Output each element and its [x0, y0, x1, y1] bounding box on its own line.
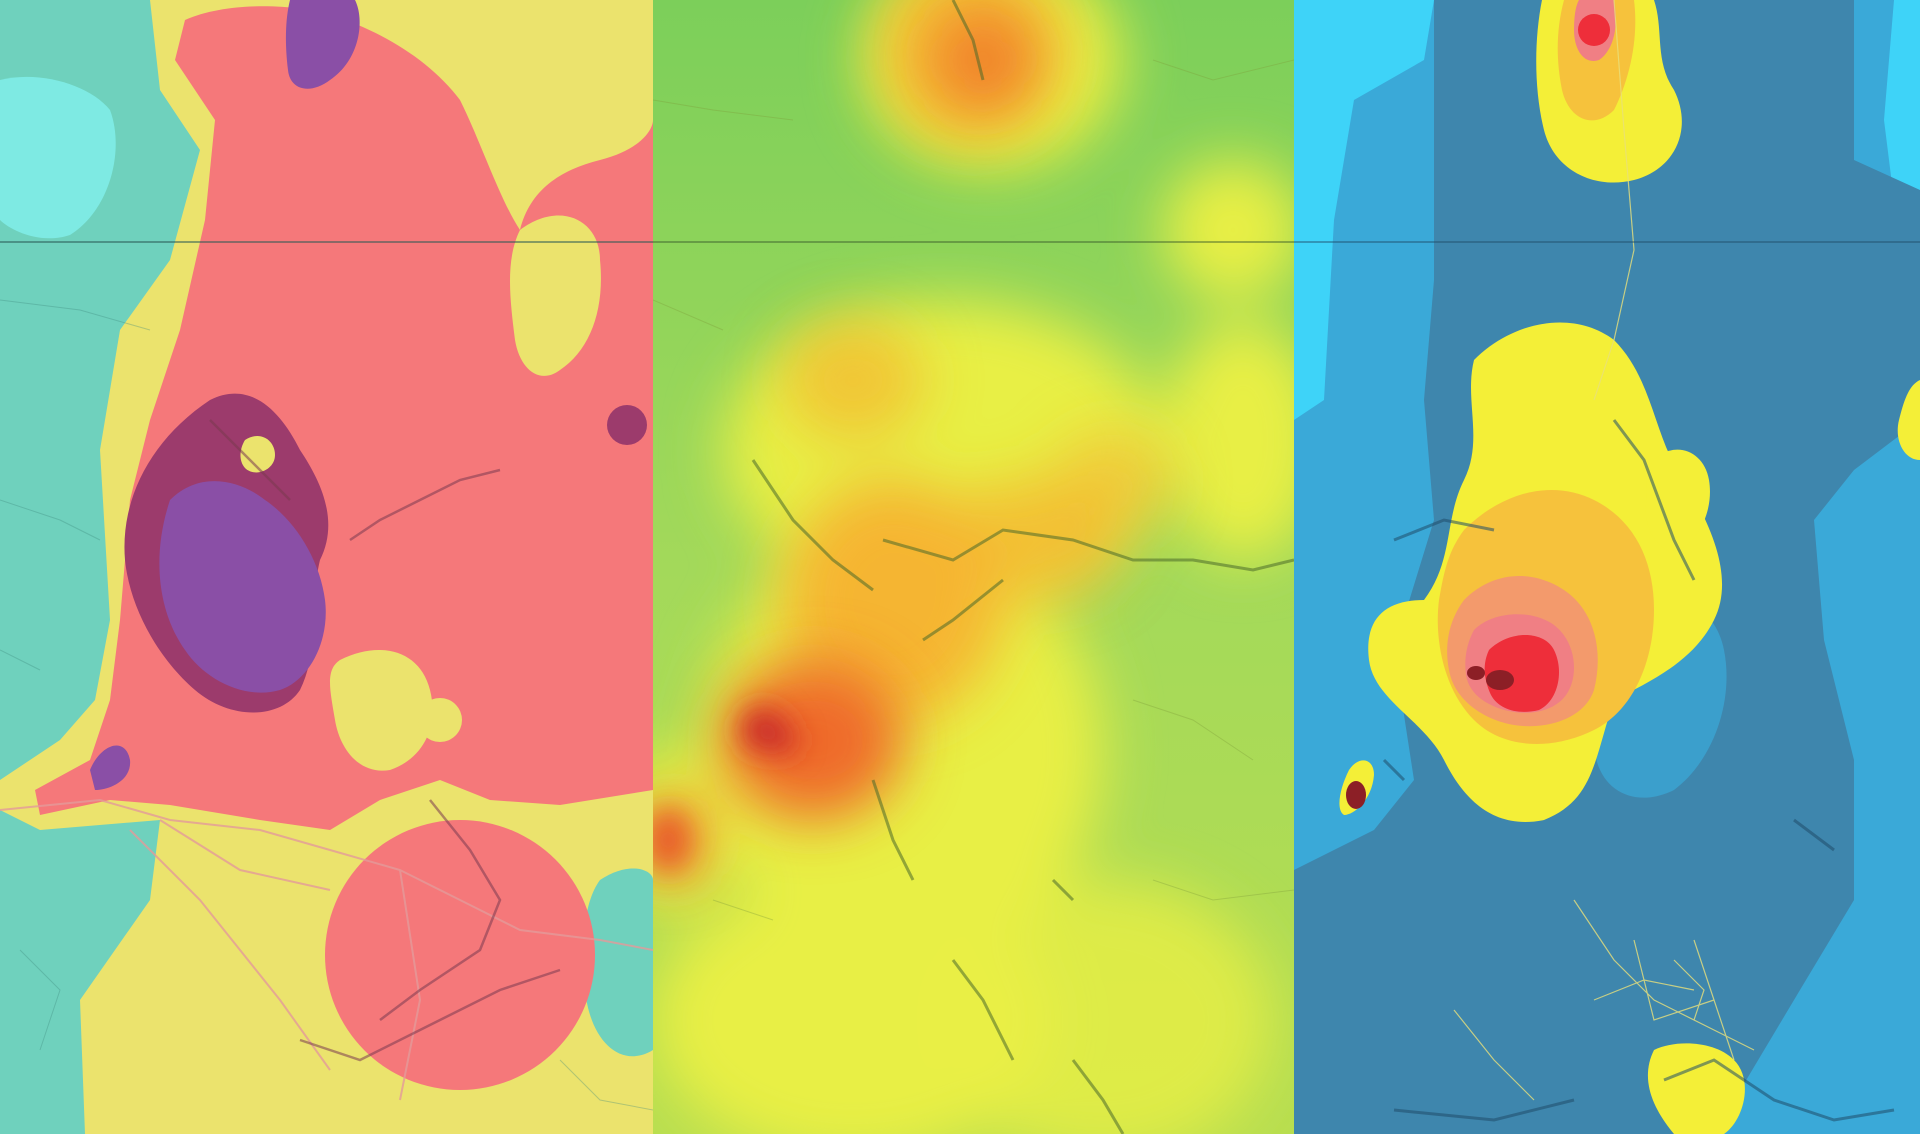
banded-hotspot-map-panel[interactable] [1294, 0, 1920, 1134]
heat-density-map [653, 0, 1294, 1134]
hotspot-darkred-southwest [1346, 781, 1366, 809]
zone-mid-circle-south [325, 820, 595, 1090]
hotspot-yellow-east [1645, 449, 1710, 551]
hotspot-darkred-central-2 [1467, 666, 1485, 680]
basemap-lines [653, 59, 1294, 921]
classified-zone-map-panel[interactable] [0, 0, 653, 1134]
zone-peak-north [285, 0, 360, 89]
zone-low-hole [240, 435, 275, 473]
zone-peak-southwest [90, 745, 131, 790]
edge-band-west [1294, 0, 1434, 420]
zone-low-gap-east [510, 215, 601, 376]
water-body-southeast [583, 868, 653, 1057]
river-lines [751, 0, 1294, 1134]
road-network [0, 798, 653, 1101]
zone-peak-west [159, 481, 326, 693]
banded-hotspot-map [1294, 0, 1920, 1134]
classified-zone-map [0, 0, 653, 1134]
zone-low-spot-1 [418, 698, 462, 742]
hotspot-yellow-far-east [1897, 380, 1920, 460]
basemap-lines [0, 299, 653, 1111]
hotspot-red-central [1484, 635, 1559, 712]
hotspot-darkred-central [1486, 670, 1514, 690]
water-body-northwest [0, 76, 116, 239]
hotspot-red-north [1578, 14, 1610, 46]
river-lines [1382, 419, 1895, 1122]
heat-density-map-panel[interactable] [653, 0, 1294, 1134]
edge-band-east [1884, 0, 1920, 220]
river-lines [209, 419, 561, 1062]
road-network [1453, 0, 1755, 1101]
zone-high-spot-east [607, 405, 647, 445]
heat-layer-low [653, 0, 1294, 1134]
zone-low-gap-south [330, 650, 433, 771]
heat-layer-peak [653, 708, 797, 870]
